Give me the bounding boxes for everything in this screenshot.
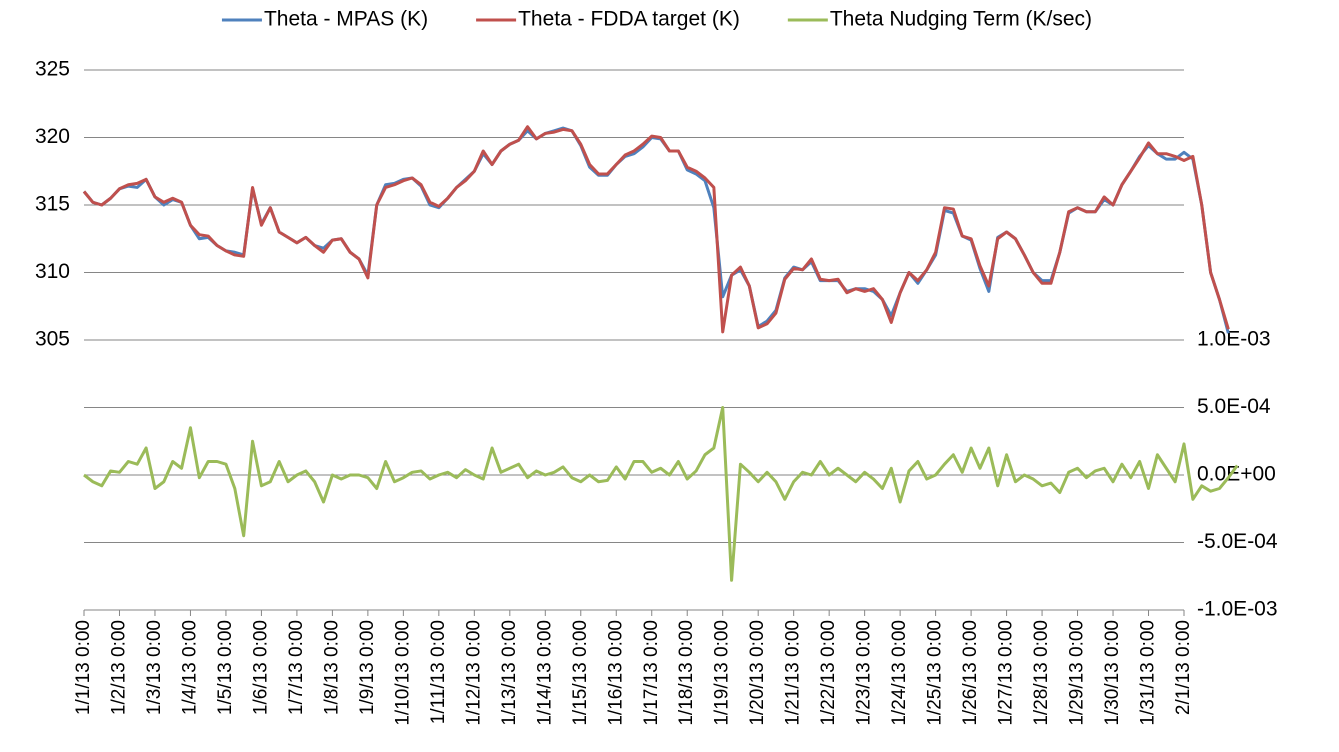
x-tick-label: 1/26/13 0:00 bbox=[960, 620, 981, 726]
x-tick-label: 1/27/13 0:00 bbox=[996, 620, 1017, 726]
x-tick-label: 1/15/13 0:00 bbox=[570, 620, 591, 726]
x-tick-label: 1/19/13 0:00 bbox=[712, 620, 733, 726]
x-tick-label: 1/16/13 0:00 bbox=[605, 620, 626, 726]
y2-tick-label: -5.0E-04 bbox=[1197, 530, 1278, 553]
x-tick-label: 1/1/13 0:00 bbox=[73, 620, 94, 715]
x-tick-label: 1/20/13 0:00 bbox=[747, 620, 768, 726]
x-tick-label: 1/21/13 0:00 bbox=[783, 620, 804, 726]
x-tick-label: 1/10/13 0:00 bbox=[392, 620, 413, 726]
x-tick-label: 1/18/13 0:00 bbox=[676, 620, 697, 726]
y2-tick-label: 0.0E+00 bbox=[1197, 463, 1276, 486]
series-line bbox=[82, 125, 1230, 334]
x-tick-label: 1/2/13 0:00 bbox=[108, 620, 129, 715]
x-tick-label: 1/7/13 0:00 bbox=[286, 620, 307, 715]
x-tick-label: 1/22/13 0:00 bbox=[818, 620, 839, 726]
x-tick-label: 1/5/13 0:00 bbox=[215, 620, 236, 715]
x-tick-label: 1/9/13 0:00 bbox=[357, 620, 378, 715]
x-tick-label: 1/13/13 0:00 bbox=[499, 620, 520, 726]
x-tick-label: 1/31/13 0:00 bbox=[1138, 620, 1159, 726]
y-tick-label: 315 bbox=[35, 193, 70, 216]
x-tick-label: 1/6/13 0:00 bbox=[250, 620, 271, 715]
x-tick-label: 1/4/13 0:00 bbox=[179, 620, 200, 715]
legend-label: Theta - FDDA target (K) bbox=[518, 8, 740, 31]
series-line bbox=[83, 406, 1239, 582]
x-tick-label: 1/29/13 0:00 bbox=[1067, 620, 1088, 726]
x-tick-label: 1/23/13 0:00 bbox=[854, 620, 875, 726]
y2-tick-label: -1.0E-03 bbox=[1197, 598, 1278, 621]
x-tick-label: 1/14/13 0:00 bbox=[534, 620, 555, 726]
x-tick-label: 2/1/13 0:00 bbox=[1173, 620, 1194, 715]
y-tick-label: 325 bbox=[35, 58, 70, 81]
y-tick-label: 310 bbox=[35, 260, 70, 283]
x-tick-label: 1/11/13 0:00 bbox=[428, 620, 449, 724]
x-tick-label: 1/8/13 0:00 bbox=[321, 620, 342, 715]
y-tick-label: 305 bbox=[35, 328, 70, 351]
x-tick-label: 1/17/13 0:00 bbox=[641, 620, 662, 726]
x-tick-label: 1/12/13 0:00 bbox=[463, 620, 484, 726]
x-tick-label: 1/28/13 0:00 bbox=[1031, 620, 1052, 726]
series-line bbox=[82, 126, 1230, 334]
x-tick-label: 1/25/13 0:00 bbox=[925, 620, 946, 726]
y-tick-label: 320 bbox=[35, 125, 70, 148]
legend-label: Theta - MPAS (K) bbox=[264, 8, 428, 31]
x-tick-label: 1/24/13 0:00 bbox=[889, 620, 910, 726]
x-tick-label: 1/30/13 0:00 bbox=[1102, 620, 1123, 726]
x-tick-label: 1/3/13 0:00 bbox=[144, 620, 165, 715]
y2-tick-label: 1.0E-03 bbox=[1197, 328, 1271, 351]
legend-label: Theta Nudging Term (K/sec) bbox=[830, 8, 1092, 31]
y2-tick-label: 5.0E-04 bbox=[1197, 395, 1271, 418]
